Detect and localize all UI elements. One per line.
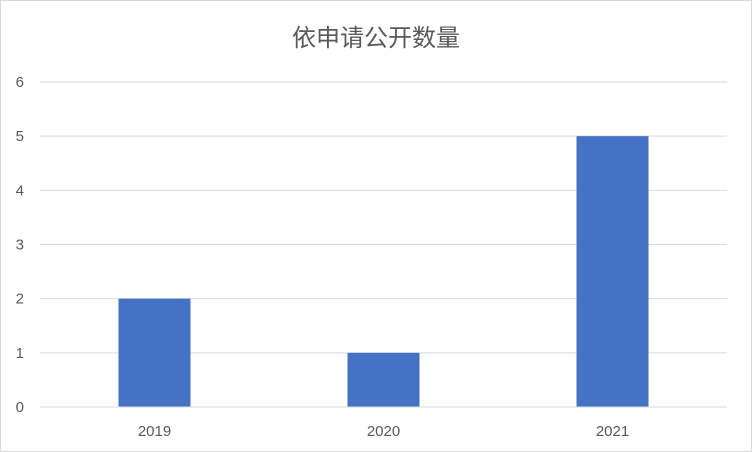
chart-title: 依申请公开数量 bbox=[292, 24, 460, 52]
bar-2020 bbox=[347, 352, 420, 407]
x-tick-label: 2020 bbox=[367, 423, 400, 440]
y-tick-label: 1 bbox=[16, 345, 24, 362]
y-tick-label: 6 bbox=[16, 74, 24, 91]
y-tick-label: 4 bbox=[16, 182, 24, 199]
y-tick-label: 0 bbox=[16, 399, 24, 416]
y-tick-label: 3 bbox=[16, 237, 24, 254]
y-tick-label: 2 bbox=[16, 291, 24, 308]
x-tick-label: 2021 bbox=[596, 423, 629, 440]
bar-2019 bbox=[118, 298, 191, 407]
bar-2021 bbox=[576, 136, 649, 407]
x-tick-label: 2019 bbox=[138, 423, 171, 440]
y-tick-label: 5 bbox=[16, 128, 24, 145]
